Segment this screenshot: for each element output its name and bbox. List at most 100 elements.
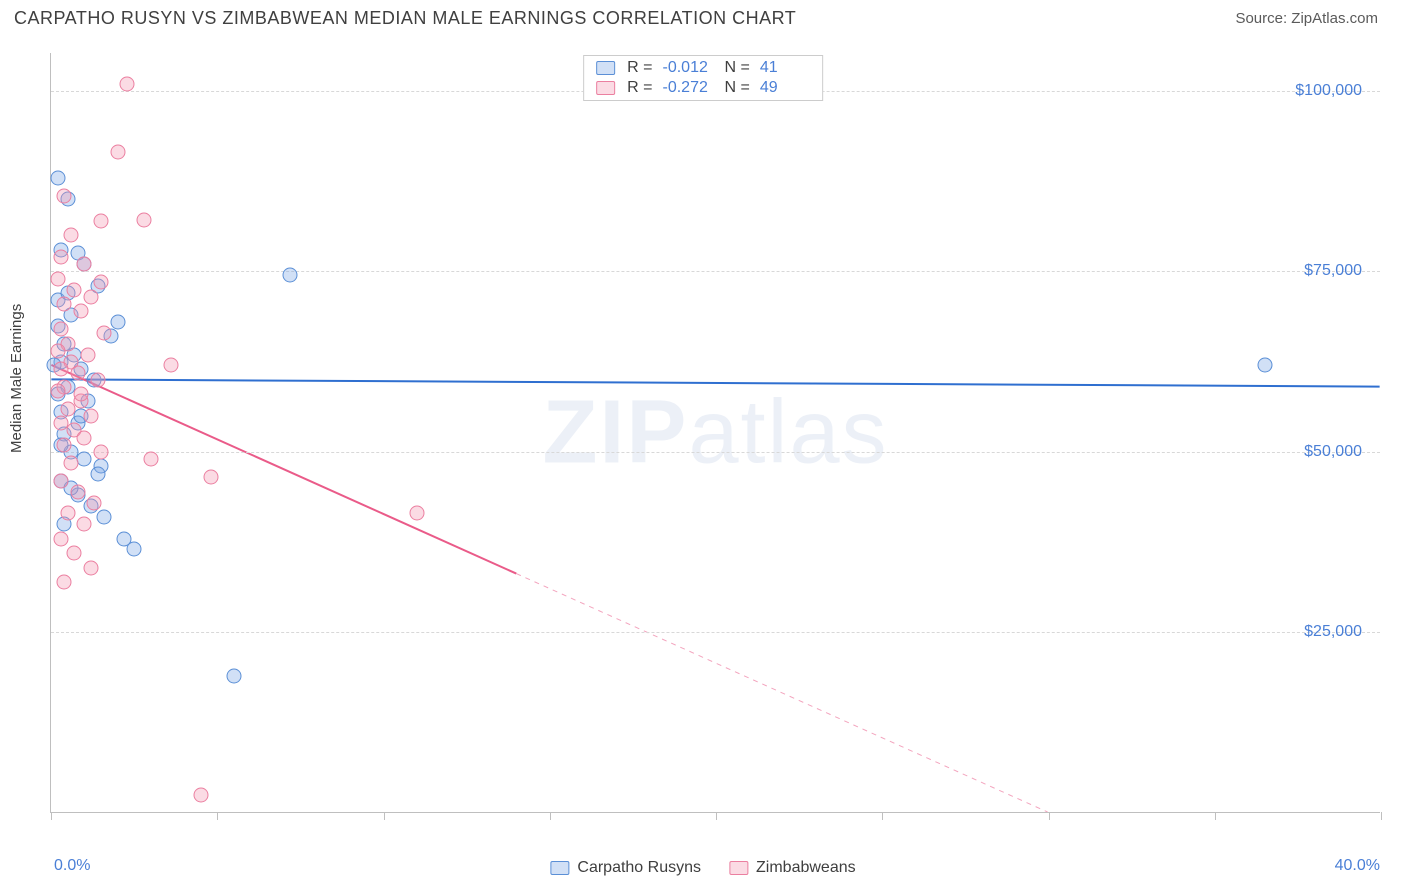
scatter-point-zimbabwean xyxy=(53,361,68,376)
scatter-point-carpatho xyxy=(283,268,298,283)
legend-n-label: N = xyxy=(725,79,750,97)
x-tick xyxy=(1049,812,1050,820)
scatter-point-zimbabwean xyxy=(83,560,98,575)
scatter-point-zimbabwean xyxy=(137,212,152,227)
scatter-point-carpatho xyxy=(50,170,65,185)
scatter-point-zimbabwean xyxy=(93,275,108,290)
legend-correlation-box: R = -0.012 N = 41 R = -0.272 N = 49 xyxy=(583,55,823,101)
legend-correlation-row-carpatho: R = -0.012 N = 41 xyxy=(584,58,822,78)
scatter-point-zimbabwean xyxy=(93,444,108,459)
legend-r-value: -0.272 xyxy=(663,79,713,97)
scatter-point-zimbabwean xyxy=(57,574,72,589)
scatter-point-zimbabwean xyxy=(50,383,65,398)
legend-swatch-carpatho xyxy=(550,861,569,875)
legend-item-carpatho: Carpatho Rusyns xyxy=(550,859,701,877)
scatter-point-zimbabwean xyxy=(110,145,125,160)
scatter-point-zimbabwean xyxy=(67,282,82,297)
scatter-point-carpatho xyxy=(226,668,241,683)
scatter-point-zimbabwean xyxy=(203,470,218,485)
scatter-point-zimbabwean xyxy=(193,787,208,802)
gridline xyxy=(51,632,1380,633)
y-tick-label: $25,000 xyxy=(1304,623,1362,641)
legend-n-value: 41 xyxy=(760,59,810,77)
chart-title: CARPATHO RUSYN VS ZIMBABWEAN MEDIAN MALE… xyxy=(14,8,796,29)
gridline xyxy=(51,452,1380,453)
scatter-point-carpatho xyxy=(77,452,92,467)
scatter-point-zimbabwean xyxy=(93,213,108,228)
scatter-point-carpatho xyxy=(1257,358,1272,373)
scatter-point-carpatho xyxy=(97,509,112,524)
scatter-point-zimbabwean xyxy=(73,387,88,402)
scatter-point-zimbabwean xyxy=(97,325,112,340)
scatter-point-zimbabwean xyxy=(77,517,92,532)
scatter-point-zimbabwean xyxy=(80,347,95,362)
x-tick xyxy=(1381,812,1382,820)
regression-lines-layer xyxy=(51,53,1380,812)
scatter-point-zimbabwean xyxy=(60,401,75,416)
regression-line-zimbabwean-extrapolated xyxy=(516,574,1047,812)
scatter-point-zimbabwean xyxy=(90,372,105,387)
scatter-point-zimbabwean xyxy=(53,531,68,546)
scatter-point-carpatho xyxy=(90,466,105,481)
scatter-point-zimbabwean xyxy=(57,188,72,203)
legend-r-label: R = xyxy=(627,59,652,77)
scatter-point-zimbabwean xyxy=(53,322,68,337)
scatter-point-zimbabwean xyxy=(87,495,102,510)
legend-n-value: 49 xyxy=(760,79,810,97)
scatter-point-zimbabwean xyxy=(50,343,65,358)
x-tick xyxy=(1215,812,1216,820)
chart-area: Median Male Earnings ZIPatlas $25,000 $50… xyxy=(0,33,1406,883)
scatter-point-zimbabwean xyxy=(77,430,92,445)
y-tick-label: $50,000 xyxy=(1304,443,1362,461)
plot-region: ZIPatlas $25,000 $50,000 $75,000 $100,000 xyxy=(50,53,1380,813)
x-tick xyxy=(716,812,717,820)
scatter-point-zimbabwean xyxy=(57,437,72,452)
x-axis-min-label: 0.0% xyxy=(54,857,90,875)
scatter-point-zimbabwean xyxy=(50,271,65,286)
chart-header: CARPATHO RUSYN VS ZIMBABWEAN MEDIAN MALE… xyxy=(0,0,1406,33)
x-tick xyxy=(550,812,551,820)
y-axis-label: Median Male Earnings xyxy=(8,304,25,453)
scatter-point-zimbabwean xyxy=(409,506,424,521)
scatter-point-zimbabwean xyxy=(77,257,92,272)
watermark: ZIPatlas xyxy=(542,381,888,484)
scatter-point-zimbabwean xyxy=(143,452,158,467)
y-tick-label: $100,000 xyxy=(1295,82,1362,100)
legend-swatch-zimbabwean xyxy=(596,81,615,95)
source-label: Source: ZipAtlas.com xyxy=(1235,10,1378,27)
legend-correlation-row-zimbabwean: R = -0.272 N = 49 xyxy=(584,78,822,98)
scatter-point-zimbabwean xyxy=(60,506,75,521)
scatter-point-zimbabwean xyxy=(163,358,178,373)
regression-line-carpatho xyxy=(51,379,1379,386)
legend-r-value: -0.012 xyxy=(663,59,713,77)
watermark-light: atlas xyxy=(688,382,888,482)
scatter-point-carpatho xyxy=(110,315,125,330)
watermark-bold: ZIP xyxy=(542,382,688,482)
x-tick xyxy=(384,812,385,820)
legend-series-name: Zimbabweans xyxy=(756,859,856,877)
legend-series-name: Carpatho Rusyns xyxy=(577,859,701,877)
y-tick-label: $75,000 xyxy=(1304,262,1362,280)
legend-item-zimbabwean: Zimbabweans xyxy=(729,859,856,877)
scatter-point-zimbabwean xyxy=(70,484,85,499)
scatter-point-zimbabwean xyxy=(67,546,82,561)
scatter-point-zimbabwean xyxy=(53,250,68,265)
legend-r-label: R = xyxy=(627,79,652,97)
scatter-point-carpatho xyxy=(127,542,142,557)
x-tick xyxy=(882,812,883,820)
scatter-point-zimbabwean xyxy=(57,296,72,311)
legend-n-label: N = xyxy=(725,59,750,77)
scatter-point-zimbabwean xyxy=(83,289,98,304)
scatter-point-zimbabwean xyxy=(70,365,85,380)
legend-swatch-carpatho xyxy=(596,61,615,75)
scatter-point-zimbabwean xyxy=(63,455,78,470)
scatter-point-zimbabwean xyxy=(83,408,98,423)
x-axis-max-label: 40.0% xyxy=(1335,857,1380,875)
gridline xyxy=(51,271,1380,272)
scatter-point-zimbabwean xyxy=(73,304,88,319)
x-tick xyxy=(51,812,52,820)
scatter-point-zimbabwean xyxy=(53,473,68,488)
scatter-point-zimbabwean xyxy=(63,228,78,243)
legend-series: Carpatho Rusyns Zimbabweans xyxy=(550,859,855,877)
x-tick xyxy=(217,812,218,820)
